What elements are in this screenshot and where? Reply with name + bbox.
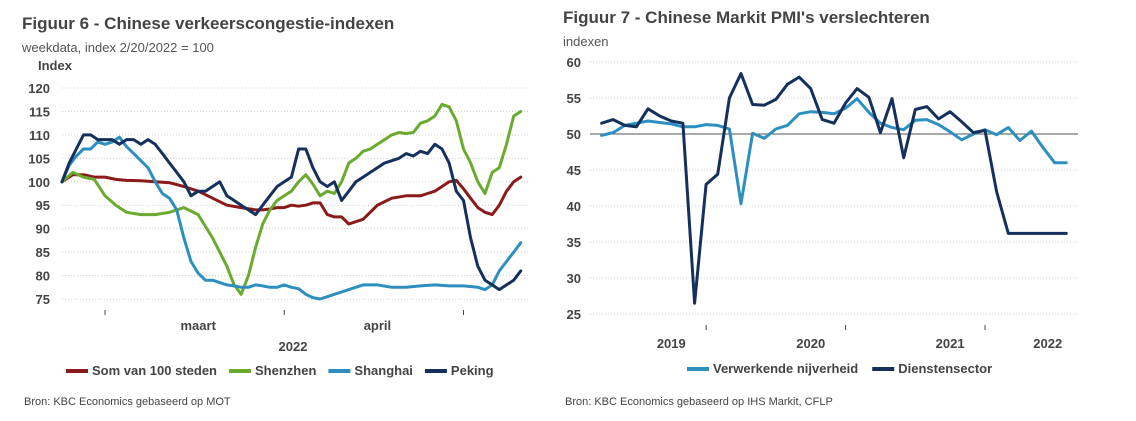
y-tick-label: 95 [36, 198, 50, 213]
y-tick-label: 55 [567, 91, 581, 106]
y-tick-label: 50 [567, 127, 581, 142]
y-tick-label: 85 [36, 245, 50, 260]
x-tick-label: 2019 [657, 336, 686, 351]
legend-label: Shanghai [354, 363, 413, 378]
chart-subtitle: weekdata, index 2/20/2022 = 100 [22, 40, 214, 55]
legend-label: Shenzhen [255, 363, 316, 378]
x-tick-label: 2021 [936, 336, 965, 351]
y-tick-label: 35 [567, 235, 581, 250]
y-axis-label: Index [38, 58, 72, 73]
series-line-peking [60, 133, 523, 292]
y-tick-label: 40 [567, 199, 581, 214]
chart-panel-traffic: Figuur 6 - Chinese verkeerscongestie-ind… [0, 0, 560, 421]
legend-label: Verwerkende nijverheid [713, 361, 858, 376]
y-tick-label: 45 [567, 163, 581, 178]
legend-label: Som van 100 steden [92, 363, 217, 378]
chart-panel-pmi: Figuur 7 - Chinese Markit PMI's verslech… [560, 0, 1136, 421]
x-tick-label: april [364, 318, 391, 333]
legend-label: Peking [451, 363, 494, 378]
y-tick-label: 75 [36, 292, 50, 307]
y-tick-label: 90 [36, 222, 50, 237]
series-line-shanghai [60, 135, 523, 301]
series-line-som-van-100-steden [60, 173, 523, 226]
x-tick-label: 2022 [1033, 336, 1062, 351]
line-chart-pmi: 25 30 35 40 45 50 55 60 2019 2020 2021 2022 Verwerke… [567, 55, 1078, 376]
line-chart-traffic: 75 80 85 90 95 100 105 110 115 120 maart april 2022 S… [28, 81, 528, 378]
series-line-dienstensector [600, 72, 1068, 305]
legend-label: Dienstensector [898, 361, 992, 376]
y-tick-label: 120 [28, 81, 50, 96]
chart-source: Bron: KBC Economics gebaseerd op IHS Mar… [565, 396, 833, 408]
x-axis-label: 2022 [279, 339, 308, 354]
y-tick-label: 105 [28, 151, 50, 166]
y-tick-label: 80 [36, 269, 50, 284]
chart-title: Figuur 7 - Chinese Markit PMI's verslech… [563, 8, 930, 27]
y-tick-label: 110 [29, 128, 50, 143]
y-tick-label: 30 [567, 271, 581, 286]
chart-subtitle: indexen [563, 34, 609, 49]
series-line-verwerkende-nijverheid [600, 97, 1068, 206]
y-tick-label: 60 [567, 55, 581, 70]
y-tick-label: 25 [567, 307, 581, 322]
series-line-shenzhen [60, 102, 523, 296]
y-tick-label: 100 [28, 175, 50, 190]
y-tick-label: 115 [29, 104, 50, 119]
x-tick-label: maart [181, 318, 217, 333]
chart-title: Figuur 6 - Chinese verkeerscongestie-ind… [22, 14, 395, 33]
chart-source: Bron: KBC Economics gebaseerd op MOT [24, 396, 231, 408]
x-tick-label: 2020 [796, 336, 825, 351]
